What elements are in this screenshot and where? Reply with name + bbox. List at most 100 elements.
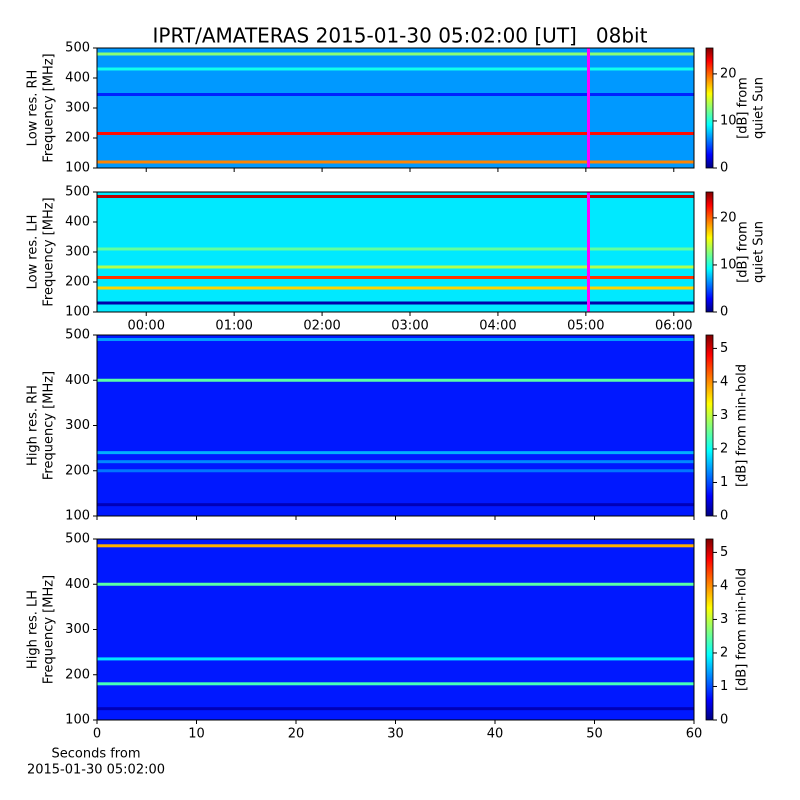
y-tick-label: 200	[65, 131, 90, 146]
colorbar	[705, 538, 714, 721]
x-tick-label: 50	[586, 727, 603, 742]
y-tick-label: 300	[65, 101, 90, 116]
x-tick-label: 00:00	[128, 319, 165, 334]
y-tick-label: 100	[65, 161, 90, 176]
y-axis-label: Frequency [MHz]	[42, 371, 57, 480]
y-tick-label: 100	[65, 713, 90, 728]
y-tick-label: 100	[65, 305, 90, 320]
emission-band	[97, 195, 694, 198]
y-axis-label: High res. LH	[26, 590, 41, 669]
colorbar-tick-label: 10	[720, 257, 737, 272]
y-tick-label: 200	[65, 463, 90, 478]
emission-band	[97, 265, 694, 269]
colorbar-label: [dB] from min-hold	[735, 568, 750, 691]
x-tick-label: 03:00	[391, 319, 428, 334]
y-axis-label: Frequency [MHz]	[42, 53, 57, 162]
colorbar-tick-label: 5	[720, 545, 728, 560]
x-tick-label: 20	[288, 727, 305, 742]
emission-band	[97, 160, 694, 164]
emission-band	[97, 582, 694, 586]
y-tick-label: 300	[65, 245, 90, 260]
emission-band	[97, 469, 694, 473]
y-tick-label: 100	[65, 509, 90, 524]
y-axis-label: High res. RH	[26, 385, 41, 466]
y-tick-label: 400	[65, 373, 90, 388]
colorbar	[705, 334, 714, 517]
emission-band	[97, 503, 694, 507]
emission-band	[97, 707, 694, 711]
y-tick-label: 500	[65, 185, 90, 200]
colorbar-label: quiet Sun	[752, 221, 767, 283]
y-tick-label: 200	[65, 275, 90, 290]
colorbar-tick-label: 20	[720, 210, 737, 225]
emission-band	[97, 301, 694, 305]
colorbar-tick-label: 5	[720, 341, 728, 356]
y-tick-label: 400	[65, 71, 90, 86]
x-tick-label: 0	[93, 727, 101, 742]
y-tick-label: 400	[65, 215, 90, 230]
heatmap-background	[97, 48, 694, 168]
colorbar-tick-label: 0	[720, 509, 728, 524]
colorbar-tick-label: 4	[720, 578, 728, 593]
emission-band	[97, 52, 694, 56]
emission-band	[97, 451, 694, 455]
emission-band	[97, 682, 694, 686]
x-tick-label: 05:00	[567, 319, 604, 334]
emission-band	[97, 247, 694, 251]
x-tick-label: 40	[487, 727, 504, 742]
colorbar-tick-label: 0	[720, 713, 728, 728]
heatmap-background	[97, 539, 694, 720]
emission-band	[97, 286, 694, 290]
x-tick-label: 01:00	[215, 319, 252, 334]
emission-band	[97, 67, 694, 71]
colorbar-label: [dB] from	[736, 221, 751, 283]
y-axis-label: Low res. LH	[26, 215, 41, 290]
colorbar-label: [dB] from	[736, 77, 751, 139]
emission-band	[97, 544, 694, 548]
emission-band	[97, 338, 694, 342]
emission-band	[97, 378, 694, 382]
colorbar-tick-label: 3	[720, 612, 728, 627]
x-tick-label: 02:00	[303, 319, 340, 334]
colorbar	[705, 191, 714, 313]
y-tick-label: 300	[65, 622, 90, 637]
heatmap-background	[97, 335, 694, 516]
colorbar	[705, 47, 714, 169]
emission-band	[97, 132, 694, 135]
y-axis-label: Frequency [MHz]	[42, 575, 57, 684]
y-tick-label: 500	[65, 532, 90, 547]
x-axis-label: 2015-01-30 05:02:00	[27, 763, 165, 778]
y-tick-label: 500	[65, 41, 90, 56]
y-tick-label: 500	[65, 328, 90, 343]
colorbar-tick-label: 1	[720, 679, 728, 694]
emission-band	[97, 276, 694, 279]
y-tick-label: 300	[65, 418, 90, 433]
y-tick-label: 400	[65, 577, 90, 592]
chart-title: IPRT/AMATERAS 2015-01-30 05:02:00 [UT] 0…	[153, 24, 648, 48]
x-tick-label: 60	[686, 727, 703, 742]
heatmap-background	[97, 192, 694, 312]
colorbar-tick-label: 10	[720, 113, 737, 128]
y-axis-label: Low res. RH	[26, 70, 41, 147]
x-tick-label: 30	[387, 727, 404, 742]
colorbar-label: quiet Sun	[752, 77, 767, 139]
colorbar-label: [dB] from min-hold	[735, 364, 750, 487]
colorbar-tick-label: 0	[720, 305, 728, 320]
emission-band	[97, 93, 694, 96]
colorbar-tick-label: 4	[720, 374, 728, 389]
emission-band	[97, 460, 694, 464]
x-tick-label: 06:00	[655, 319, 692, 334]
colorbar-tick-label: 20	[720, 66, 737, 81]
x-axis-label: Seconds from	[51, 747, 140, 762]
y-tick-label: 200	[65, 667, 90, 682]
colorbar-tick-label: 2	[720, 645, 728, 660]
emission-band	[97, 657, 694, 661]
colorbar-tick-label: 3	[720, 408, 728, 423]
y-axis-label: Frequency [MHz]	[42, 197, 57, 306]
x-tick-label: 10	[188, 727, 205, 742]
x-tick-label: 04:00	[479, 319, 516, 334]
colorbar-tick-label: 2	[720, 441, 728, 456]
colorbar-tick-label: 0	[720, 161, 728, 176]
colorbar-tick-label: 1	[720, 475, 728, 490]
